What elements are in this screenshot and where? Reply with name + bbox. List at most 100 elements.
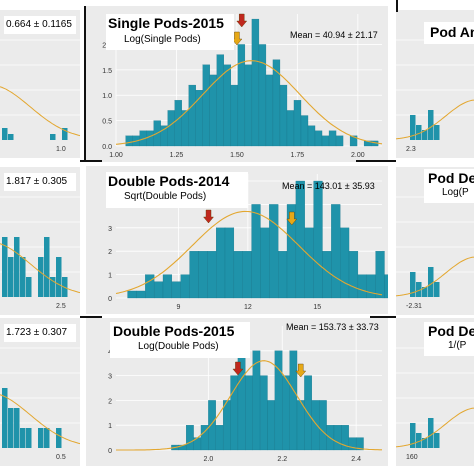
histogram-bar <box>223 64 232 147</box>
histogram-bar <box>215 425 224 451</box>
x-tick-label: 2.0 <box>203 456 213 463</box>
double-pods-2014-chart: 01234591215 <box>108 174 388 311</box>
right-bottom-panel: 160 Pod De 1/(P <box>396 318 474 466</box>
y-tick-label: 3 <box>108 374 112 381</box>
right-middle-subtitle: Log(P <box>442 187 469 198</box>
histogram-bar <box>416 433 422 448</box>
histogram-bar <box>274 350 283 451</box>
double-pods-2015-stats: Mean = 153.73 ± 33.73 <box>286 322 379 332</box>
histogram-bar <box>434 125 440 140</box>
double-pods-2015-title-box <box>110 322 250 358</box>
histogram-bar <box>355 437 364 451</box>
double-pods-2014-panel: 01234591215 Double Pods-2014 Sqrt(Double… <box>86 166 388 314</box>
histogram-bar <box>258 44 267 147</box>
histogram-bar <box>300 115 309 147</box>
left-bottom-stats: 1.723 ± 0.307 <box>6 327 68 338</box>
histogram-bar <box>259 375 268 451</box>
double-pods-2015-chart: 012342.02.22.4 <box>108 326 382 463</box>
histogram-bar <box>434 433 440 448</box>
histogram-bar <box>422 130 428 140</box>
x-tick-label: 2.2 <box>277 456 287 463</box>
histogram-bar <box>14 408 20 448</box>
double-pods-2015-subtitle: Log(Double Pods) <box>138 341 219 352</box>
x-tick-label: 2.00 <box>351 152 365 159</box>
normal-curve <box>115 210 383 296</box>
x-tick-label: 15 <box>313 304 321 311</box>
histogram-bar <box>307 125 316 147</box>
x-tick-label: 2.5 <box>56 303 66 310</box>
x-tick-label: 1.0 <box>56 146 66 153</box>
left-middle-plot: 2.5 <box>0 196 80 310</box>
left-middle-panel: 2.5 1.817 ± 0.305 <box>0 167 80 315</box>
histogram-bar <box>245 375 253 451</box>
histogram-bar <box>252 350 261 451</box>
single-pods-2015-title: Single Pods-2015 <box>108 15 224 31</box>
histogram-bar <box>357 274 367 299</box>
histogram-bar <box>251 18 260 147</box>
histogram-bar <box>2 388 8 448</box>
divider-line-6 <box>84 6 86 162</box>
histogram-bar <box>422 438 428 448</box>
y-tick-label: 1 <box>108 423 112 430</box>
normal-curve <box>396 99 474 140</box>
histogram-bar <box>269 204 279 299</box>
histogram-bar <box>265 74 274 147</box>
right-bottom-title-box <box>424 322 474 356</box>
x-tick-label: 1.00 <box>109 152 123 159</box>
histogram-bar <box>251 204 261 299</box>
right-top-plot: 2.3 <box>396 39 474 153</box>
histogram-bar <box>410 272 416 297</box>
histogram-bar <box>319 400 327 451</box>
histogram-bar <box>180 274 190 299</box>
normal-curve <box>0 86 80 137</box>
histogram-bar <box>14 237 20 297</box>
right-middle-panel: -2.31 Pod De Log(P <box>396 167 474 315</box>
histogram-bar <box>2 128 8 140</box>
x-tick-label: 9 <box>176 304 180 311</box>
divider-line-4 <box>370 316 396 318</box>
histogram-bar <box>295 180 305 299</box>
double-pods-2014-stats: Mean = 143.01 ± 35.93 <box>282 181 375 191</box>
histogram-bar <box>127 290 137 299</box>
histogram-bar <box>322 251 332 299</box>
single-pods-2015-panel: 0.00.51.01.52.01.001.251.501.752.00 Sing… <box>86 6 388 162</box>
histogram-bar <box>348 251 359 299</box>
gold-arrow <box>286 211 298 226</box>
divider-line-1 <box>80 160 102 162</box>
y-tick-label: 1.5 <box>102 68 112 75</box>
x-tick-label: 1.75 <box>291 152 305 159</box>
y-tick-label: 1.0 <box>102 93 112 100</box>
histogram-bar <box>38 257 44 297</box>
histogram-bar <box>313 180 323 299</box>
histogram-bar <box>278 251 288 299</box>
histogram-bar <box>50 134 56 140</box>
x-tick-label: -2.31 <box>406 303 422 310</box>
histogram-bar <box>38 428 44 448</box>
histogram-bar <box>375 251 385 299</box>
left-bottom-plot: 0.5 <box>0 347 80 461</box>
histogram-bar <box>428 110 434 140</box>
histogram-bar <box>349 135 358 147</box>
histogram-bar <box>62 128 68 140</box>
y-tick-label: 1 <box>108 273 112 280</box>
histogram-bar <box>145 274 155 299</box>
right-bottom-plot: 160 <box>396 347 474 461</box>
normal-curve <box>396 256 474 297</box>
y-tick-label: 2 <box>108 249 112 256</box>
right-top-title: Pod An <box>430 24 474 40</box>
histogram-bar <box>216 54 225 147</box>
x-tick-label: 12 <box>244 304 252 311</box>
divider-line-3 <box>80 316 102 318</box>
histogram-bar <box>224 227 235 299</box>
x-tick-label: 160 <box>406 454 418 461</box>
divider-line-5 <box>396 0 398 12</box>
histogram-bar <box>167 110 175 147</box>
left-middle-stats: 1.817 ± 0.305 <box>6 176 68 187</box>
histogram-bar <box>2 237 8 297</box>
x-tick-label: 1.25 <box>170 152 184 159</box>
right-bottom-subtitle: 1/(P <box>448 340 467 351</box>
histogram-bar <box>293 100 302 147</box>
histogram-bar <box>222 400 231 451</box>
histogram-bar <box>171 281 181 299</box>
left-top-panel: 1.0 0.664 ± 0.1165 <box>0 10 80 158</box>
